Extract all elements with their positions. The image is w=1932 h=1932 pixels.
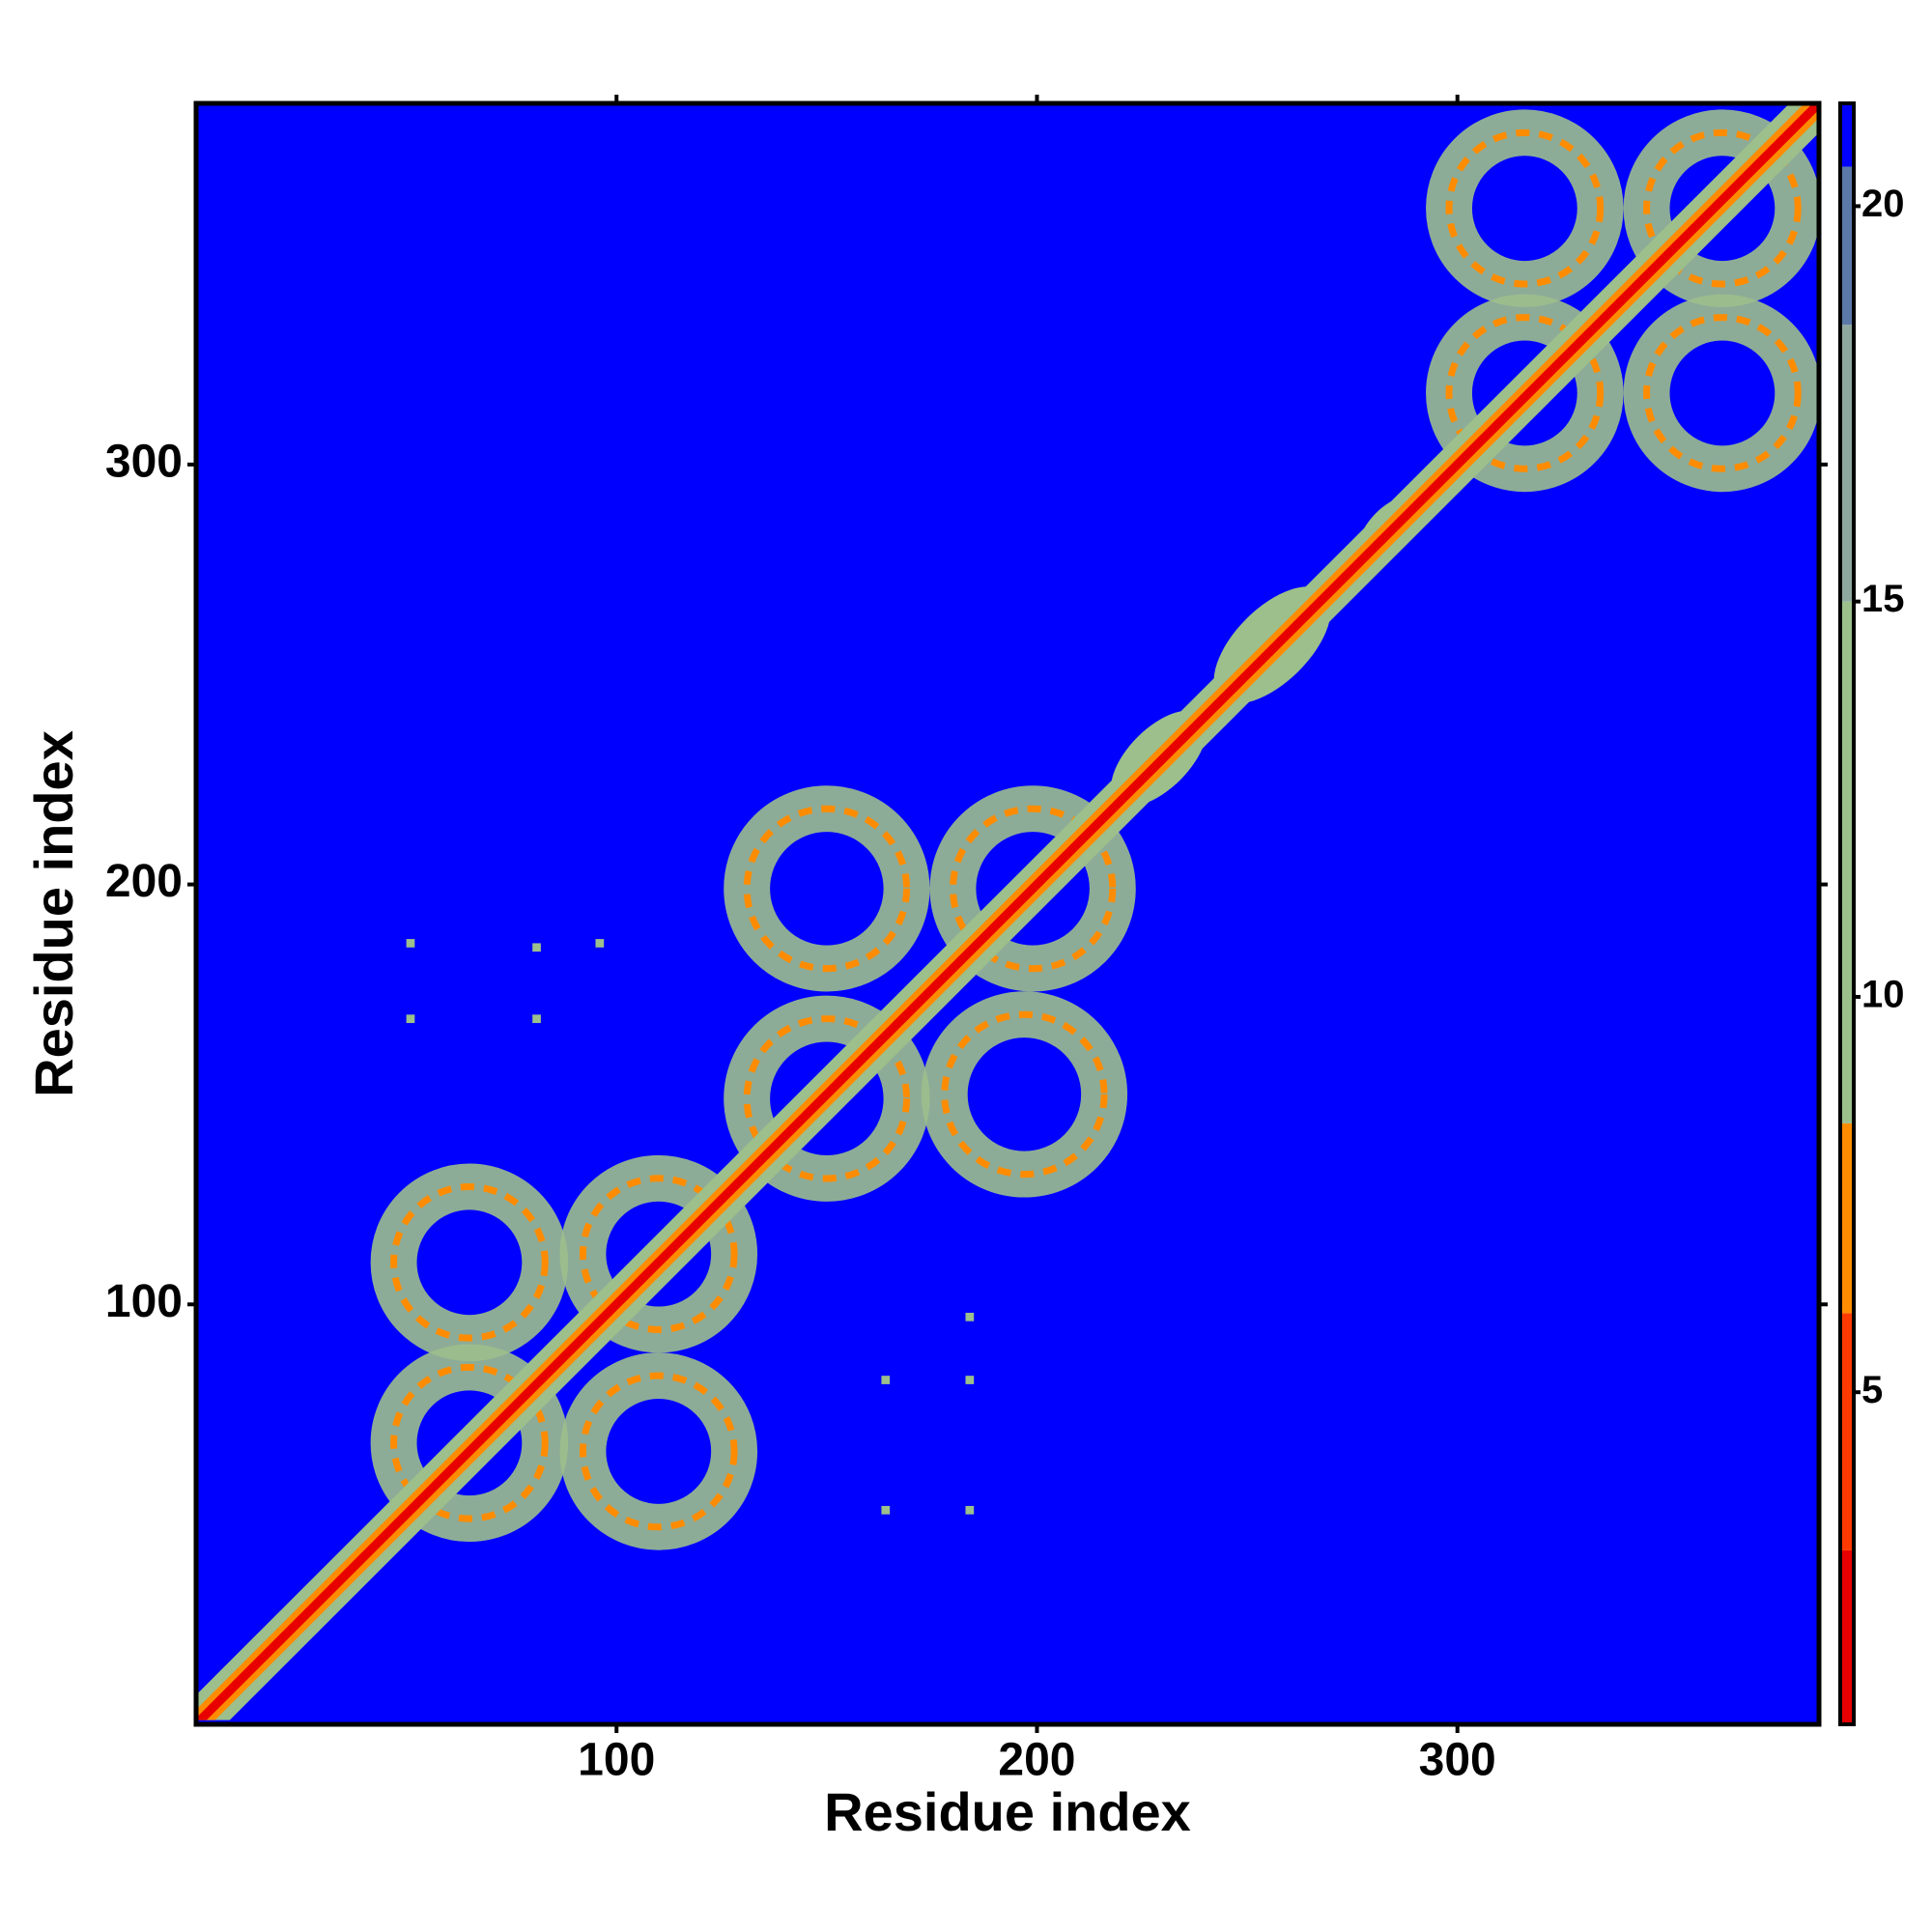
contact-point [881, 1505, 891, 1515]
x-axis-title: Residue index [824, 1781, 1191, 1842]
lobe-inner [579, 1372, 738, 1531]
x-tick-label: 300 [1419, 1735, 1496, 1786]
diagonal-band [196, 103, 1819, 1720]
lobe-inner [579, 1175, 738, 1333]
colorbar-tick-label: 10 [1861, 974, 1905, 1016]
contact-point [965, 1312, 975, 1321]
y-tick-label: 100 [105, 1276, 183, 1327]
contact-point [406, 939, 415, 948]
lobe-inner [1643, 314, 1802, 472]
contact-point [532, 943, 541, 952]
colorbar-segment [1840, 325, 1854, 602]
plot-area [196, 103, 1819, 1724]
plot-frame [193, 100, 1822, 1727]
lobe-inner [949, 805, 1117, 973]
colorbar-segment [1840, 601, 1854, 1123]
lobe-inner [941, 1010, 1108, 1179]
lobe-inner [1445, 314, 1605, 472]
lobe-inner [1445, 128, 1605, 288]
colorbar-frame [1838, 101, 1856, 1726]
lobe-inner [390, 1182, 549, 1342]
contact-point [595, 939, 605, 948]
contact-point [965, 1376, 975, 1384]
colorbar-segment [1840, 103, 1854, 167]
contact-point [881, 1376, 891, 1384]
colorbar-segment [1840, 1122, 1854, 1314]
lobe-inner [390, 1363, 549, 1522]
lobe-inner [743, 1015, 911, 1182]
colorbar-tick-label: 5 [1861, 1369, 1883, 1411]
lobe-inner [1643, 128, 1802, 288]
colorbar-tick-label: 15 [1861, 578, 1905, 620]
y-tick-label: 300 [105, 437, 183, 488]
y-tick-label: 200 [105, 856, 183, 907]
colorbar-tick-label: 20 [1861, 183, 1905, 225]
lobe-inner [743, 805, 911, 973]
colorbar-segment [1840, 166, 1854, 326]
y-axis-title: Residue index [23, 730, 84, 1097]
contact-point [965, 1505, 975, 1515]
colorbar-segment [1840, 1549, 1854, 1724]
contact-point [532, 1014, 541, 1024]
contact-point [406, 1014, 415, 1024]
x-tick-label: 200 [998, 1735, 1075, 1786]
colorbar-segment [1840, 1313, 1854, 1550]
x-tick-label: 100 [578, 1735, 655, 1786]
